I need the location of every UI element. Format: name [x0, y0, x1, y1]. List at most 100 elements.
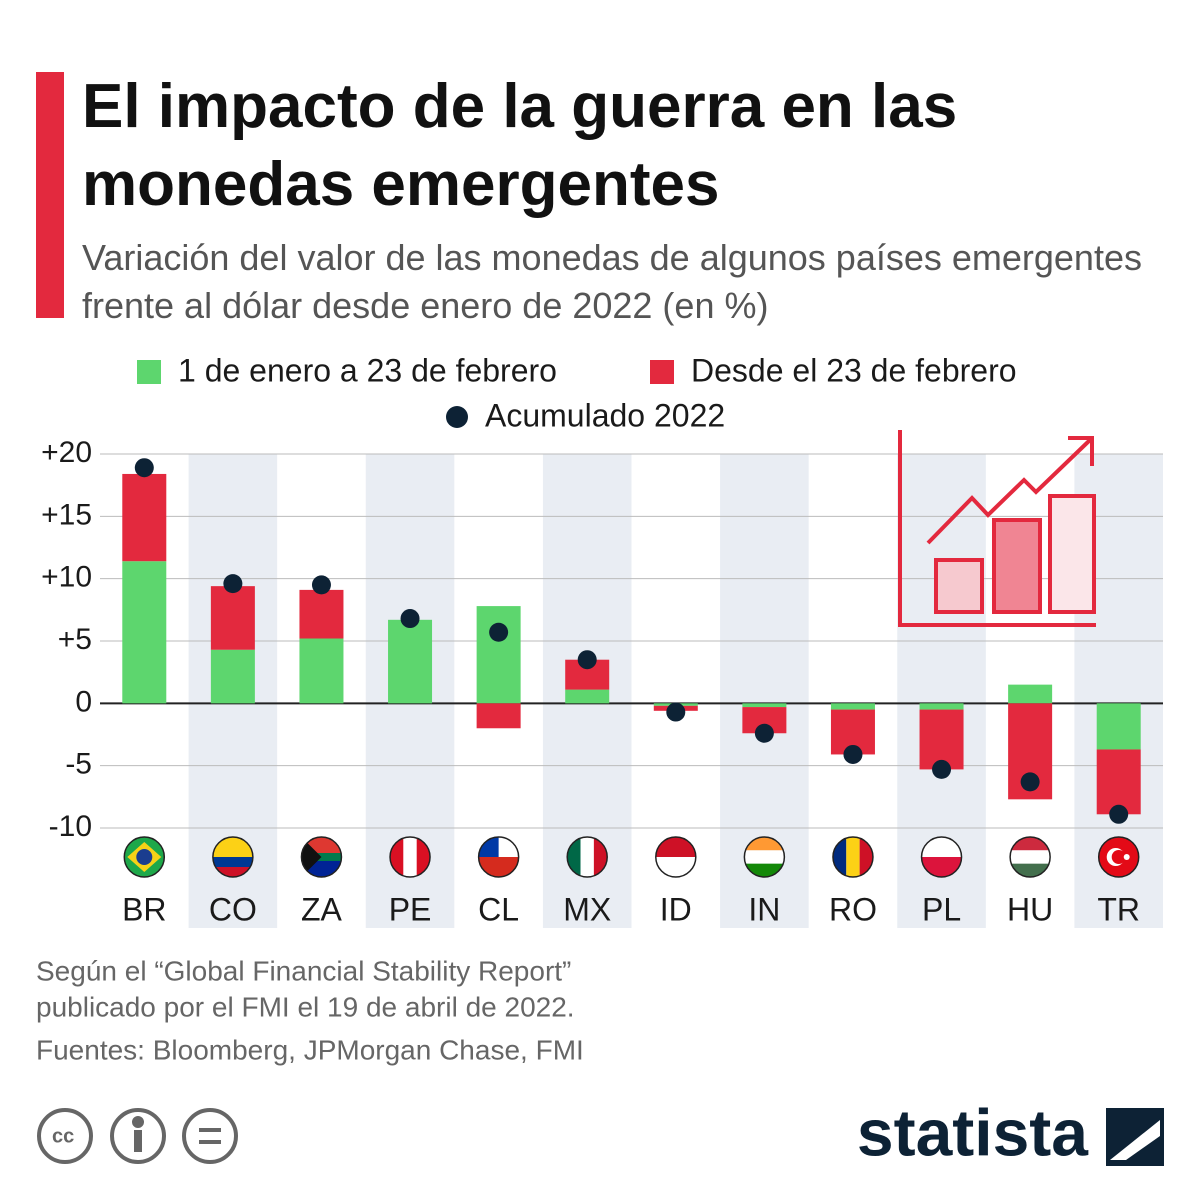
- cc-text: cc: [52, 1125, 74, 1147]
- cc-icons: [37, 1108, 238, 1164]
- flag-part: [212, 867, 253, 877]
- flag-border: [920, 836, 963, 878]
- legend-swatch: [137, 360, 161, 384]
- flag: [212, 837, 253, 877]
- bar: [122, 561, 167, 704]
- bar: [830, 703, 875, 710]
- flag-border: [212, 836, 254, 878]
- x-tick-label: PE: [389, 891, 432, 927]
- legend-label: Acumulado 2022: [485, 397, 725, 433]
- x-tick-label: CO: [209, 891, 257, 927]
- dot: [311, 575, 331, 595]
- accent-bar: [36, 72, 64, 318]
- y-tick-label: +20: [41, 436, 92, 469]
- flag-part: [301, 837, 322, 877]
- flag-part: [655, 857, 696, 877]
- flag-border: [300, 836, 343, 878]
- x-tick-label: BR: [122, 891, 166, 927]
- flag-border: [832, 836, 874, 878]
- flag-border: [123, 836, 166, 878]
- brand-logo-mark: [1110, 1120, 1160, 1160]
- y-tick-label: -5: [65, 748, 92, 781]
- source: Fuentes: Bloomberg, JPMorgan Chase, FMI: [36, 1034, 584, 1065]
- flag-border: [655, 836, 697, 878]
- dot: [577, 650, 597, 670]
- flag-border: [1009, 836, 1051, 878]
- x-tick-label: CL: [478, 891, 519, 927]
- illustration: [898, 430, 1096, 627]
- bar: [1096, 749, 1141, 815]
- legend-swatch: [446, 406, 468, 428]
- flag-part: [580, 837, 594, 877]
- y-tick-label: 0: [75, 685, 92, 718]
- bar: [122, 473, 167, 562]
- flag-border: [389, 836, 431, 878]
- x-tick-label: TR: [1097, 891, 1140, 927]
- legend-swatch: [650, 360, 674, 384]
- legend-label: 1 de enero a 23 de febrero: [178, 352, 557, 388]
- dot: [754, 723, 774, 743]
- bar: [388, 619, 433, 704]
- flag-part: [1123, 854, 1130, 860]
- flag-border: [566, 836, 608, 878]
- dot: [489, 622, 509, 642]
- dot: [843, 744, 863, 764]
- x-tick-label: ZA: [301, 891, 343, 927]
- flag-border: [743, 836, 786, 878]
- flag-part: [136, 849, 153, 865]
- dot: [400, 609, 420, 629]
- bar: [476, 606, 521, 704]
- dot: [134, 458, 154, 478]
- y-tick-label: +15: [41, 498, 92, 531]
- subtitle: Variación del valor de las monedas de al…: [82, 237, 1142, 326]
- bar: [210, 586, 255, 650]
- flag-part: [212, 837, 253, 857]
- flag-part: [846, 837, 860, 877]
- y-tick-label: +10: [41, 561, 92, 594]
- flag: [921, 837, 962, 877]
- flag-part: [921, 857, 962, 877]
- flag: [655, 837, 696, 877]
- flag-part: [744, 850, 785, 864]
- bar: [476, 703, 521, 729]
- flag-part: [921, 837, 962, 857]
- dot: [223, 574, 243, 594]
- flag-part: [1111, 850, 1126, 864]
- flag-border: [1097, 836, 1140, 878]
- note: publicado por el FMI el 19 de abril de 2…: [36, 991, 575, 1022]
- x-tick-label: MX: [563, 891, 611, 927]
- flag-part: [212, 857, 253, 867]
- flag-part: [403, 837, 417, 877]
- x-tick-label: HU: [1007, 891, 1053, 927]
- note: Según el “Global Financial Stability Rep…: [36, 955, 571, 986]
- y-tick-label: +5: [58, 623, 92, 656]
- bar: [565, 689, 610, 704]
- bar: [210, 649, 255, 704]
- x-tick-label: ID: [660, 891, 692, 927]
- flag: [301, 837, 342, 877]
- bar: [1096, 703, 1141, 750]
- y-tick-label: -10: [49, 810, 92, 843]
- x-tick-label: IN: [748, 891, 780, 927]
- bar: [919, 709, 964, 770]
- flag-border: [477, 836, 520, 878]
- x-tick-label: RO: [829, 891, 877, 927]
- dot: [932, 759, 952, 779]
- bar: [1008, 684, 1053, 704]
- dot: [1109, 804, 1129, 824]
- brand: statista: [857, 1095, 1089, 1169]
- flag-part: [1010, 850, 1051, 864]
- dot: [1020, 772, 1040, 792]
- brand-logo: [1106, 1108, 1164, 1166]
- flag: [1098, 837, 1139, 877]
- flag-part: [478, 857, 519, 877]
- flag: [124, 837, 165, 877]
- bar: [299, 638, 344, 704]
- bar: [742, 703, 787, 708]
- flag-part: [655, 837, 696, 857]
- legend-label: Desde el 23 de febrero: [691, 352, 1017, 388]
- dot: [666, 702, 686, 722]
- title: El impacto de la guerra en las monedas e…: [82, 72, 958, 219]
